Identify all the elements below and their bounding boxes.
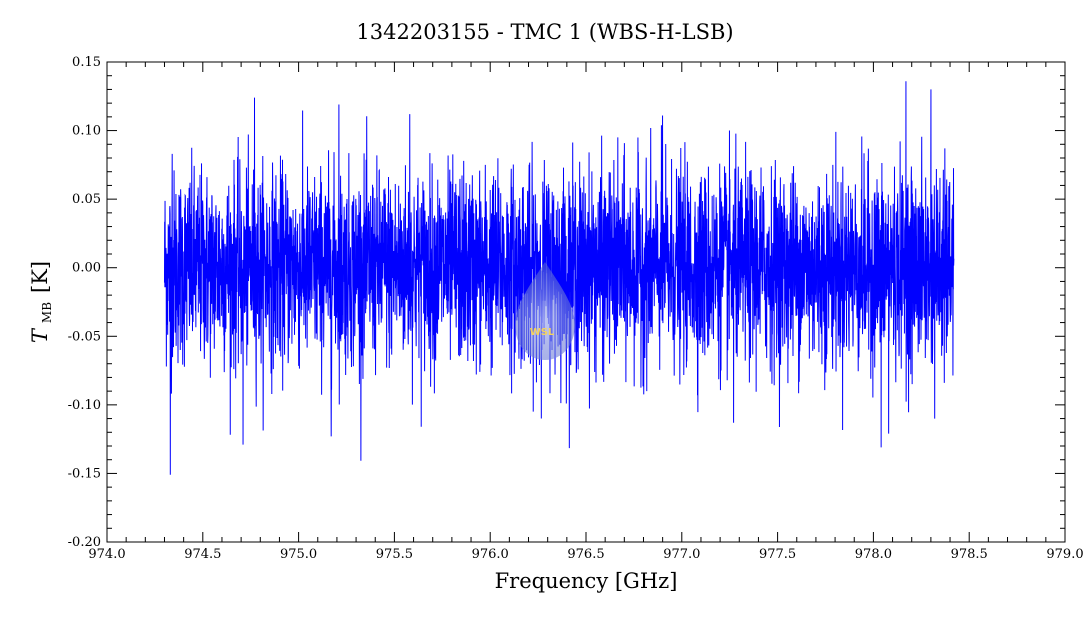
y-tick-label: -0.20 (68, 535, 101, 550)
spectrum-line (163, 81, 955, 475)
watermark-drop: WSL (515, 262, 575, 360)
x-tick-label: 975.0 (280, 547, 317, 562)
y-axis-label-main: T (28, 327, 52, 343)
x-tick-label: 978.0 (855, 547, 892, 562)
x-axis: 974.0 974.5 975.0 975.5 976.0 976.5 977.0 977.5… (88, 62, 1084, 562)
y-tick-label: 0.10 (72, 124, 101, 139)
x-tick-label: 978.5 (951, 547, 988, 562)
x-tick-label: 977.5 (759, 547, 796, 562)
watermark-drop-shape (515, 262, 575, 360)
series-layer (163, 81, 955, 475)
y-tick-label: -0.15 (68, 466, 101, 481)
y-axis: 0.15 0.10 0.05 0.00 -0.05 -0.10 -0.15 -0.20 (68, 55, 1065, 550)
y-tick-label: 0.05 (72, 192, 101, 207)
x-tick-label: 975.5 (376, 547, 413, 562)
x-tick-label: 977.0 (663, 547, 700, 562)
y-axis-label: T MB [K] (28, 261, 55, 343)
x-tick-label: 976.5 (567, 547, 604, 562)
x-tick-label: 974.5 (184, 547, 221, 562)
x-tick-label: 974.0 (88, 547, 125, 562)
y-tick-label: -0.05 (68, 329, 101, 344)
y-axis-label-subscript: MB (40, 302, 54, 323)
y-tick-label: 0.15 (72, 55, 101, 70)
x-axis-label: Frequency [GHz] (495, 569, 678, 593)
x-tick-label: 976.0 (472, 547, 509, 562)
y-tick-label: -0.10 (68, 398, 101, 413)
y-tick-label: 0.00 (72, 261, 101, 276)
x-tick-label: 979.0 (1046, 547, 1083, 562)
y-axis-label-unit: [K] (28, 261, 52, 293)
chart-title: 1342203155 - TMC 1 (WBS-H-LSB) (356, 20, 733, 44)
watermark-text: WSL (530, 327, 555, 338)
svg-text:T MB [K]: T MB [K] (28, 261, 55, 343)
